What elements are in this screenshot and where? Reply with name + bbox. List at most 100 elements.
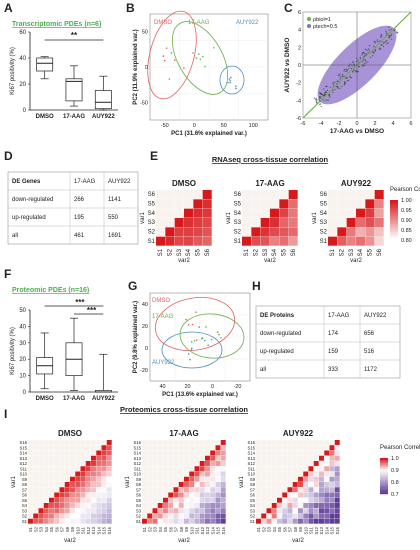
empty-cell <box>178 466 184 472</box>
empty-cell <box>266 471 272 477</box>
gene-point <box>380 44 382 46</box>
empty-cell <box>38 487 44 493</box>
heat-cell <box>85 518 91 524</box>
empty-cell <box>75 461 81 466</box>
heatmap-subtitle: 17-AAG <box>169 429 198 438</box>
heat-cell <box>277 508 282 514</box>
empty-cell <box>168 471 174 477</box>
heat-cell <box>163 513 168 519</box>
empty-cell <box>59 466 65 472</box>
empty-cell <box>28 508 33 514</box>
empty-cell <box>156 190 166 200</box>
empty-cell <box>33 440 39 445</box>
gene-point <box>372 52 374 54</box>
empty-cell <box>282 482 288 487</box>
empty-cell <box>337 208 347 218</box>
y-label: S16 <box>134 440 142 445</box>
empty-cell <box>49 471 54 477</box>
heat-cell <box>319 455 324 461</box>
heat-cell <box>168 503 174 508</box>
gene-point <box>394 28 396 31</box>
heat-cell <box>329 503 335 508</box>
empty-cell <box>49 440 54 445</box>
x-label: S9 <box>70 526 75 532</box>
empty-cell <box>28 503 33 508</box>
heat-cell <box>279 227 289 237</box>
y-label: S7 <box>250 487 256 492</box>
empty-cell <box>271 466 277 472</box>
gene-point <box>319 97 321 99</box>
gene-point <box>358 65 361 68</box>
heat-cell <box>59 508 65 514</box>
empty-cell <box>199 445 205 451</box>
heat-cell <box>199 503 205 508</box>
box-17-AAG <box>65 78 83 102</box>
gene-point <box>352 71 354 73</box>
empty-cell <box>256 455 261 461</box>
table-header: 17-AAG <box>74 179 96 185</box>
empty-cell <box>256 466 261 472</box>
heat-cell <box>308 508 314 514</box>
heat-cell <box>189 503 195 508</box>
heat-cell <box>287 487 293 493</box>
empty-cell <box>282 476 288 482</box>
empty-cell <box>261 455 267 461</box>
empty-cell <box>70 445 75 451</box>
empty-cell <box>38 492 44 498</box>
empty-cell <box>277 471 282 477</box>
heat-cell <box>324 513 330 519</box>
empty-cell <box>205 450 210 456</box>
empty-cell <box>85 455 91 461</box>
y-tick-label: 2 <box>298 45 301 51</box>
y-tick-label: -6 <box>296 116 301 122</box>
legend-swatch <box>390 228 398 231</box>
x-label: S8 <box>65 526 70 532</box>
gene-point <box>333 83 335 85</box>
heat-cell <box>288 227 298 237</box>
gene-point <box>359 56 361 59</box>
gene-point <box>368 44 371 47</box>
heat-cell <box>194 497 200 503</box>
sample-point <box>234 85 237 88</box>
empty-cell <box>266 455 272 461</box>
x-tick-label: 6 <box>409 121 412 127</box>
heat-cell <box>308 492 314 498</box>
empty-cell <box>54 440 60 445</box>
heat-cell <box>215 492 221 498</box>
heat-cell <box>157 518 163 524</box>
x-label: S13 <box>319 526 324 534</box>
empty-cell <box>266 482 272 487</box>
heat-cell <box>215 445 221 451</box>
x-label: S6 <box>282 526 287 532</box>
heat-cell <box>85 508 91 514</box>
heat-cell <box>80 513 86 519</box>
empty-cell <box>163 461 168 466</box>
sig-label: ** <box>71 31 78 40</box>
heat-cell <box>282 518 288 524</box>
y-label: S3 <box>234 220 242 226</box>
table-header: 17-AAG <box>328 313 350 319</box>
heat-cell <box>215 482 221 487</box>
gene-point <box>349 76 352 79</box>
empty-cell <box>33 471 39 477</box>
heat-cell <box>292 497 298 503</box>
legend-swatch <box>390 234 398 237</box>
heat-cell <box>215 518 221 524</box>
heat-cell <box>261 518 267 524</box>
empty-cell <box>75 445 81 451</box>
y-label: S1 <box>22 519 28 524</box>
sample-point <box>168 78 171 80</box>
heat-cell <box>251 236 261 246</box>
empty-cell <box>64 461 70 466</box>
heat-cell <box>266 508 272 514</box>
heat-cell <box>54 513 60 519</box>
empty-cell <box>256 503 261 508</box>
y-label: S3 <box>250 508 256 513</box>
empty-cell <box>279 190 289 200</box>
heat-cell <box>215 466 221 472</box>
x-tick-label: 100 <box>249 123 258 129</box>
x-category-label: DMSO <box>36 396 54 402</box>
empty-cell <box>64 445 70 451</box>
heat-cell <box>194 508 200 514</box>
empty-cell <box>199 440 205 445</box>
